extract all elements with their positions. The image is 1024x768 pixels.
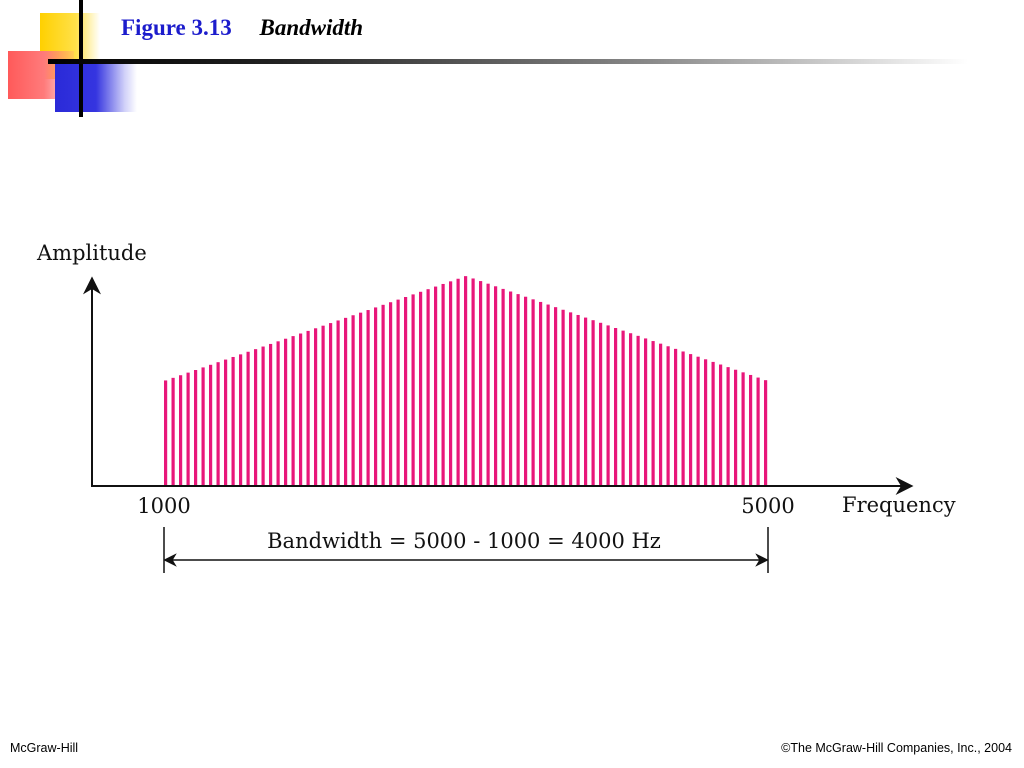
spectrum-bar — [404, 297, 408, 486]
spectrum-bar — [419, 291, 423, 486]
spectrum-bar — [756, 377, 760, 486]
spectrum-bar — [299, 333, 303, 486]
spectrum-bar — [396, 299, 400, 486]
spectrum-bar — [306, 330, 310, 486]
spectrum-bar — [479, 281, 483, 486]
spectrum-bar — [576, 314, 580, 486]
spectrum-bar — [569, 312, 573, 486]
spectrum-bar — [486, 283, 490, 486]
spectrum-bar — [666, 346, 670, 486]
decor-blue-square — [55, 62, 137, 112]
figure-number: Figure 3.13 — [121, 15, 232, 40]
spectrum-bar — [711, 361, 715, 486]
spectrum-bar — [599, 322, 603, 486]
spectrum-bar — [629, 333, 633, 486]
spectrum-bar — [336, 320, 340, 486]
spectrum-bar — [561, 309, 565, 486]
spectrum-bar — [239, 354, 243, 486]
spectrum-bar — [546, 304, 550, 486]
frequency-axis-label: Frequency — [842, 493, 956, 517]
spectrum-bar — [494, 286, 498, 486]
spectrum-bar — [216, 362, 220, 486]
spectrum-bar — [464, 276, 468, 486]
spectrum-bar — [321, 325, 325, 486]
figure-title: Bandwidth — [259, 15, 364, 40]
spectrum-bar — [426, 289, 430, 486]
spectrum-bar — [224, 359, 228, 486]
spectrum-bar — [554, 307, 558, 486]
spectrum-bar — [764, 380, 768, 486]
spectrum-bar — [434, 286, 438, 486]
spectrum-bar — [344, 317, 348, 486]
spectrum-bar — [614, 328, 618, 486]
spectrum-bar — [719, 364, 723, 486]
spectrum-bar — [531, 299, 535, 486]
spectrum-bar — [374, 307, 378, 486]
high-frequency-label: 5000 — [741, 494, 794, 518]
spectrum-bar — [246, 351, 250, 486]
spectrum-bar — [186, 372, 190, 486]
spectrum-bar — [351, 315, 355, 486]
spectrum-bar — [254, 349, 258, 486]
decor-vertical-line — [79, 0, 83, 117]
spectrum-bar — [606, 325, 610, 486]
spectrum-bar — [171, 377, 175, 486]
spectrum-bar — [381, 304, 385, 486]
spectrum-bar — [284, 338, 288, 486]
spectrum-bar — [209, 364, 213, 486]
spectrum-bar — [726, 367, 730, 486]
spectrum-bar — [644, 338, 648, 486]
spectrum-bar — [411, 294, 415, 486]
spectrum-bar — [741, 372, 745, 486]
footer-copyright: ©The McGraw-Hill Companies, Inc., 2004 — [781, 741, 1012, 755]
spectrum-bar — [636, 335, 640, 486]
spectrum-bar — [734, 369, 738, 486]
bandwidth-equation-label: Bandwidth = 5000 - 1000 = 4000 Hz — [267, 529, 661, 553]
spectrum-bar — [359, 312, 363, 486]
low-frequency-label: 1000 — [137, 494, 190, 518]
spectrum-bar — [276, 341, 280, 486]
footer-publisher: McGraw-Hill — [10, 741, 79, 755]
spectrum-bar — [314, 328, 318, 486]
spectrum-bar — [501, 288, 505, 486]
spectrum-bar — [659, 343, 663, 486]
spectrum-bar — [651, 341, 655, 486]
spectrum-bar — [291, 336, 295, 486]
spectrum-bar — [539, 301, 543, 486]
spectrum-bar — [584, 317, 588, 486]
decor-horizontal-line — [48, 59, 968, 64]
slide-title: Figure 3.13 Bandwidth — [121, 15, 363, 41]
spectrum-bar — [269, 343, 273, 486]
spectrum-bar — [749, 374, 753, 486]
spectrum-bar — [194, 370, 198, 486]
spectrum-bar — [179, 375, 183, 486]
amplitude-axis-label: Amplitude — [36, 241, 147, 265]
spectrum-bar — [704, 359, 708, 486]
spectrum-bar — [441, 283, 445, 486]
spectrum-bar — [366, 310, 370, 486]
spectrum-bar — [524, 296, 528, 486]
spectrum-bar — [621, 330, 625, 486]
spectrum-bar — [689, 354, 693, 486]
spectrum-bar — [471, 278, 475, 486]
spectrum-bars — [164, 276, 768, 486]
spectrum-bar — [231, 356, 235, 486]
spectrum-bar — [201, 367, 205, 486]
spectrum-bar — [516, 294, 520, 486]
spectrum-bar — [449, 281, 453, 486]
spectrum-bar — [456, 278, 460, 486]
spectrum-bar — [681, 351, 685, 486]
spectrum-bar — [164, 380, 168, 486]
spectrum-bar — [261, 346, 265, 486]
spectrum-bar — [509, 291, 513, 486]
spectrum-bar — [591, 320, 595, 486]
spectrum-bar — [389, 302, 393, 486]
spectrum-bar — [696, 356, 700, 486]
spectrum-bar — [329, 323, 333, 486]
spectrum-bar — [674, 348, 678, 486]
